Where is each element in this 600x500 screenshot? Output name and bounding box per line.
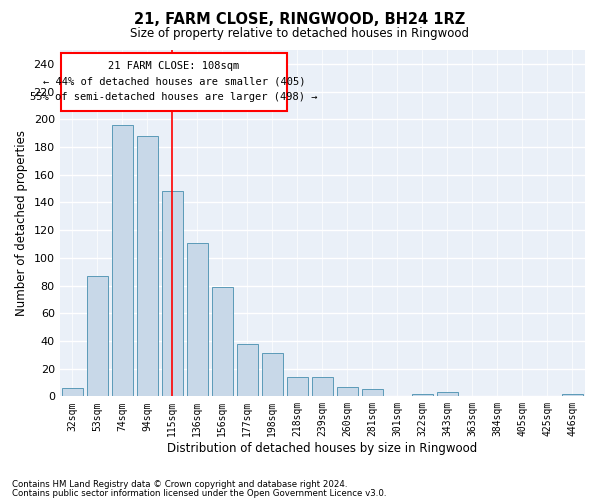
Text: ← 44% of detached houses are smaller (405): ← 44% of detached houses are smaller (40… [43,76,305,86]
X-axis label: Distribution of detached houses by size in Ringwood: Distribution of detached houses by size … [167,442,478,455]
Bar [562,394,583,396]
Text: Contains public sector information licensed under the Open Government Licence v3: Contains public sector information licen… [12,488,386,498]
Text: Contains HM Land Registry data © Crown copyright and database right 2024.: Contains HM Land Registry data © Crown c… [12,480,347,489]
Bar [161,192,183,396]
Text: 21, FARM CLOSE, RINGWOOD, BH24 1RZ: 21, FARM CLOSE, RINGWOOD, BH24 1RZ [134,12,466,28]
Y-axis label: Number of detached properties: Number of detached properties [15,130,28,316]
Text: Size of property relative to detached houses in Ringwood: Size of property relative to detached ho… [131,28,470,40]
Bar [287,377,308,396]
Bar [362,390,383,396]
Text: 21 FARM CLOSE: 108sqm: 21 FARM CLOSE: 108sqm [109,61,240,71]
Bar [262,354,283,397]
FancyBboxPatch shape [61,53,287,111]
Bar [337,386,358,396]
Bar [112,125,133,396]
Bar [62,388,83,396]
Bar [437,392,458,396]
Bar [137,136,158,396]
Bar [187,242,208,396]
Bar [312,377,333,396]
Bar [412,394,433,396]
Bar [212,287,233,397]
Bar [86,276,108,396]
Bar [236,344,258,396]
Text: 55% of semi-detached houses are larger (498) →: 55% of semi-detached houses are larger (… [31,92,318,102]
